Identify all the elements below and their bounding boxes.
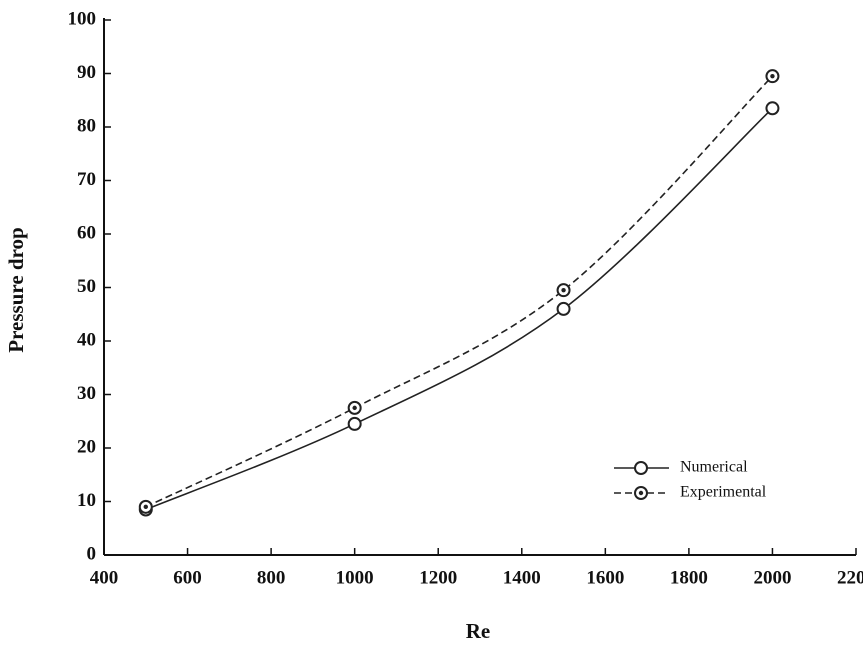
y-tick-label: 80 xyxy=(77,115,96,136)
x-tick-label: 600 xyxy=(173,567,202,588)
data-point xyxy=(138,499,153,514)
data-point xyxy=(765,69,780,84)
y-tick-label: 0 xyxy=(87,543,97,564)
y-tick-label: 70 xyxy=(77,169,96,190)
x-tick-label: 800 xyxy=(257,567,286,588)
x-tick-label: 1600 xyxy=(586,567,624,588)
y-tick-label: 40 xyxy=(77,329,96,350)
y-tick-label: 60 xyxy=(77,222,96,243)
series-line xyxy=(145,107,773,511)
legend-text: Numerical xyxy=(680,459,748,476)
x-tick-label: 1200 xyxy=(419,567,457,588)
x-tick-label: 1800 xyxy=(670,567,708,588)
data-point xyxy=(556,283,571,298)
y-tick-label: 90 xyxy=(77,62,96,83)
x-tick-label: 400 xyxy=(90,567,119,588)
legend-marker xyxy=(634,461,648,475)
y-tick-label: 20 xyxy=(77,436,96,457)
data-point xyxy=(347,416,362,431)
y-tick-label: 10 xyxy=(77,490,96,511)
data-point xyxy=(556,301,571,316)
y-tick-label: 30 xyxy=(77,383,96,404)
x-tick-label: 2200 xyxy=(837,567,863,588)
legend-marker xyxy=(634,486,648,500)
y-tick-label: 100 xyxy=(68,8,97,29)
series-line xyxy=(145,75,774,508)
x-tick-label: 2000 xyxy=(753,567,791,588)
data-point xyxy=(347,400,362,415)
x-axis-label: Re xyxy=(466,619,491,643)
y-axis-label: Pressure drop xyxy=(4,227,28,352)
x-tick-label: 1000 xyxy=(336,567,374,588)
legend-text: Experimental xyxy=(680,484,767,501)
data-point xyxy=(765,101,780,116)
x-tick-label: 1400 xyxy=(503,567,541,588)
y-tick-label: 50 xyxy=(77,276,96,297)
